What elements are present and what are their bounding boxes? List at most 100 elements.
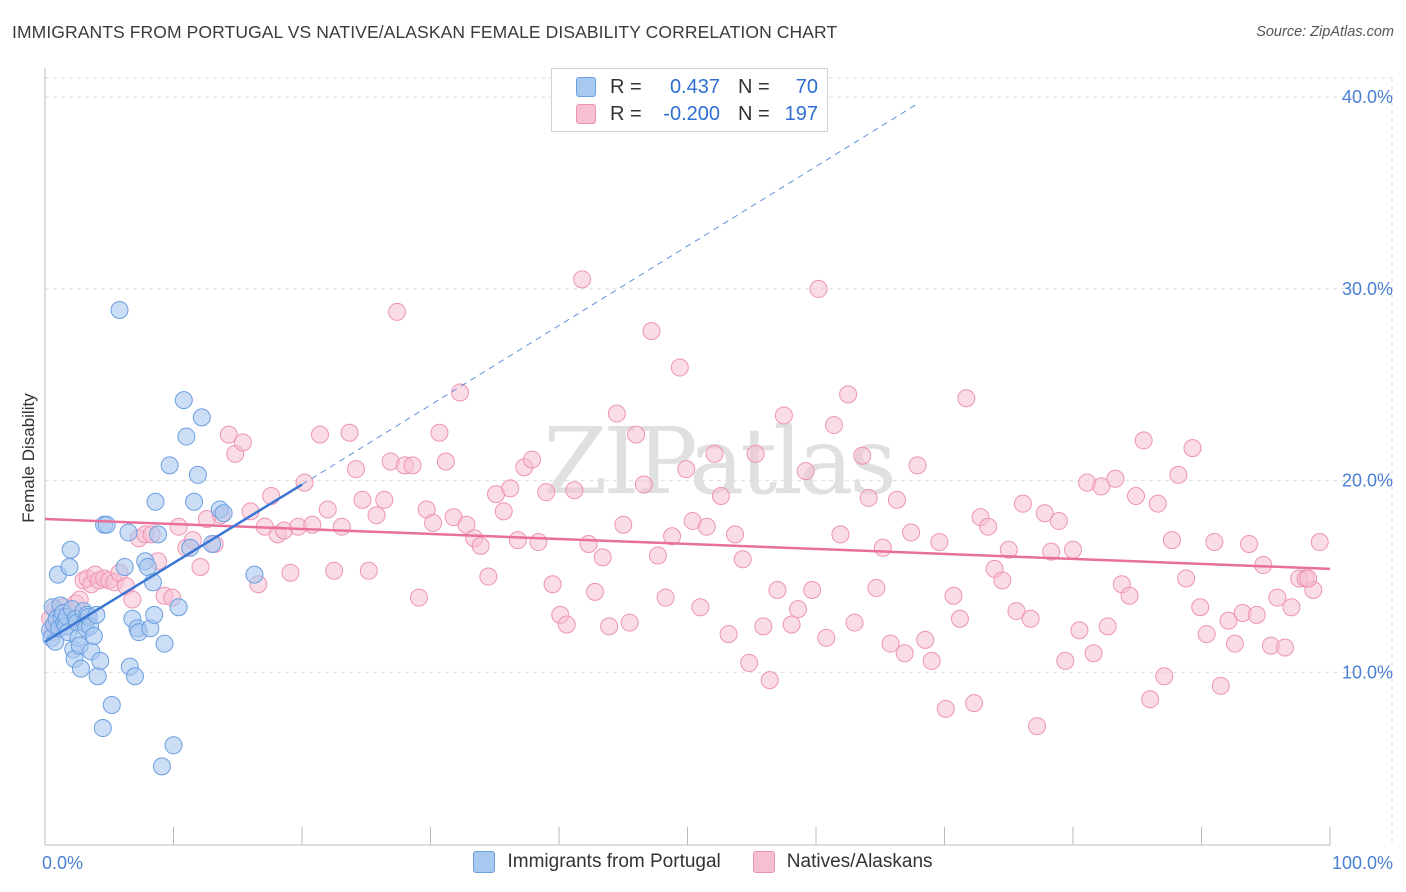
- x-tick-label: 100.0%: [1332, 853, 1393, 873]
- natives-point: [782, 615, 801, 634]
- chart-title: IMMIGRANTS FROM PORTUGAL VS NATIVE/ALASK…: [12, 22, 838, 42]
- natives-point: [233, 433, 252, 452]
- natives-point: [711, 487, 730, 506]
- natives-point: [908, 456, 927, 475]
- natives-point: [340, 423, 359, 442]
- portugal-point: [185, 492, 204, 511]
- y-tick-label: 10.0%: [1342, 662, 1393, 682]
- legend-r-value: 0.437: [669, 75, 720, 98]
- natives-point: [436, 452, 455, 471]
- natives-point: [508, 531, 527, 550]
- natives-point: [353, 490, 372, 509]
- natives-point: [1191, 598, 1210, 617]
- portugal-point: [102, 696, 121, 715]
- natives-point: [1126, 487, 1145, 506]
- portugal-point: [174, 391, 193, 410]
- natives-point: [1064, 540, 1082, 559]
- portugal-point: [91, 651, 110, 670]
- natives-point: [1021, 609, 1040, 628]
- natives-point: [789, 600, 808, 619]
- natives-point: [543, 575, 562, 594]
- x-tick-label: 0.0%: [42, 853, 83, 873]
- natives-point: [1276, 638, 1295, 657]
- natives-point: [627, 425, 646, 444]
- natives-point: [169, 517, 188, 536]
- natives-point: [1282, 598, 1301, 617]
- natives-point: [746, 444, 765, 463]
- natives-point: [1225, 634, 1244, 653]
- portugal-point: [84, 626, 103, 645]
- natives-point: [585, 582, 604, 601]
- portugal-point: [97, 515, 116, 534]
- legend-item-portugal[interactable]: Immigrants from Portugal: [473, 851, 721, 873]
- natives-point: [375, 490, 394, 509]
- natives-point: [1098, 617, 1117, 636]
- natives-point: [367, 506, 386, 525]
- natives-point: [1247, 605, 1266, 624]
- natives-point: [979, 517, 998, 536]
- legend-swatch-natives: [576, 104, 596, 124]
- natives-point: [479, 567, 498, 586]
- portugal-point: [125, 667, 144, 686]
- natives-point: [1197, 625, 1216, 644]
- natives-point: [388, 302, 407, 321]
- natives-point: [950, 609, 969, 628]
- natives-point: [670, 358, 689, 377]
- natives-point: [831, 525, 850, 544]
- legend-row-natives: R = -0.200 N = 197: [576, 101, 818, 127]
- natives-point: [318, 500, 337, 519]
- portugal-point: [155, 634, 174, 653]
- natives-point: [887, 490, 906, 509]
- portugal-point: [164, 736, 183, 755]
- natives-point: [565, 481, 584, 500]
- natives-point: [648, 546, 667, 565]
- natives-point: [1162, 531, 1181, 550]
- natives-point: [845, 613, 864, 632]
- legend-n-label: N =: [738, 75, 770, 98]
- natives-point: [529, 533, 548, 552]
- legend-label: Natives/Alaskans: [786, 851, 933, 872]
- natives-point: [614, 515, 633, 534]
- natives-point: [839, 385, 858, 404]
- portugal-point: [152, 757, 171, 776]
- natives-point: [965, 694, 984, 713]
- natives-point: [332, 517, 351, 536]
- natives-point: [726, 525, 745, 544]
- natives-point: [774, 406, 793, 425]
- natives-point: [1092, 477, 1111, 496]
- portugal-point: [214, 504, 233, 523]
- natives-point: [403, 456, 422, 475]
- natives-point: [430, 423, 449, 442]
- portugal-point: [160, 456, 179, 475]
- natives-point: [930, 533, 949, 552]
- natives-point: [501, 479, 520, 498]
- natives-point: [1310, 533, 1329, 552]
- portugal-points: [41, 301, 264, 776]
- portugal-point: [188, 465, 207, 484]
- portugal-point: [60, 557, 79, 576]
- natives-point: [663, 527, 682, 546]
- portugal-point: [149, 525, 168, 544]
- natives-point: [1148, 494, 1167, 513]
- natives-point: [409, 588, 428, 607]
- legend-swatch-portugal: [576, 77, 596, 97]
- legend-r-value: -0.200: [663, 102, 720, 125]
- natives-point: [523, 450, 542, 469]
- legend-item-natives[interactable]: Natives/Alaskans: [752, 851, 933, 873]
- natives-point: [1177, 569, 1196, 588]
- natives-point: [944, 586, 963, 605]
- y-tick-label: 20.0%: [1342, 471, 1393, 491]
- portugal-point: [138, 557, 157, 576]
- portugal-point: [169, 598, 188, 617]
- portugal-point: [145, 605, 164, 624]
- natives-point: [1155, 667, 1174, 686]
- portugal-point: [177, 427, 196, 446]
- natives-point: [895, 644, 914, 663]
- natives-point: [457, 515, 476, 534]
- natives-point: [346, 460, 365, 479]
- natives-point: [881, 634, 900, 653]
- legend-n-label: N =: [738, 102, 770, 125]
- natives-point: [817, 628, 836, 647]
- natives-point: [824, 416, 843, 435]
